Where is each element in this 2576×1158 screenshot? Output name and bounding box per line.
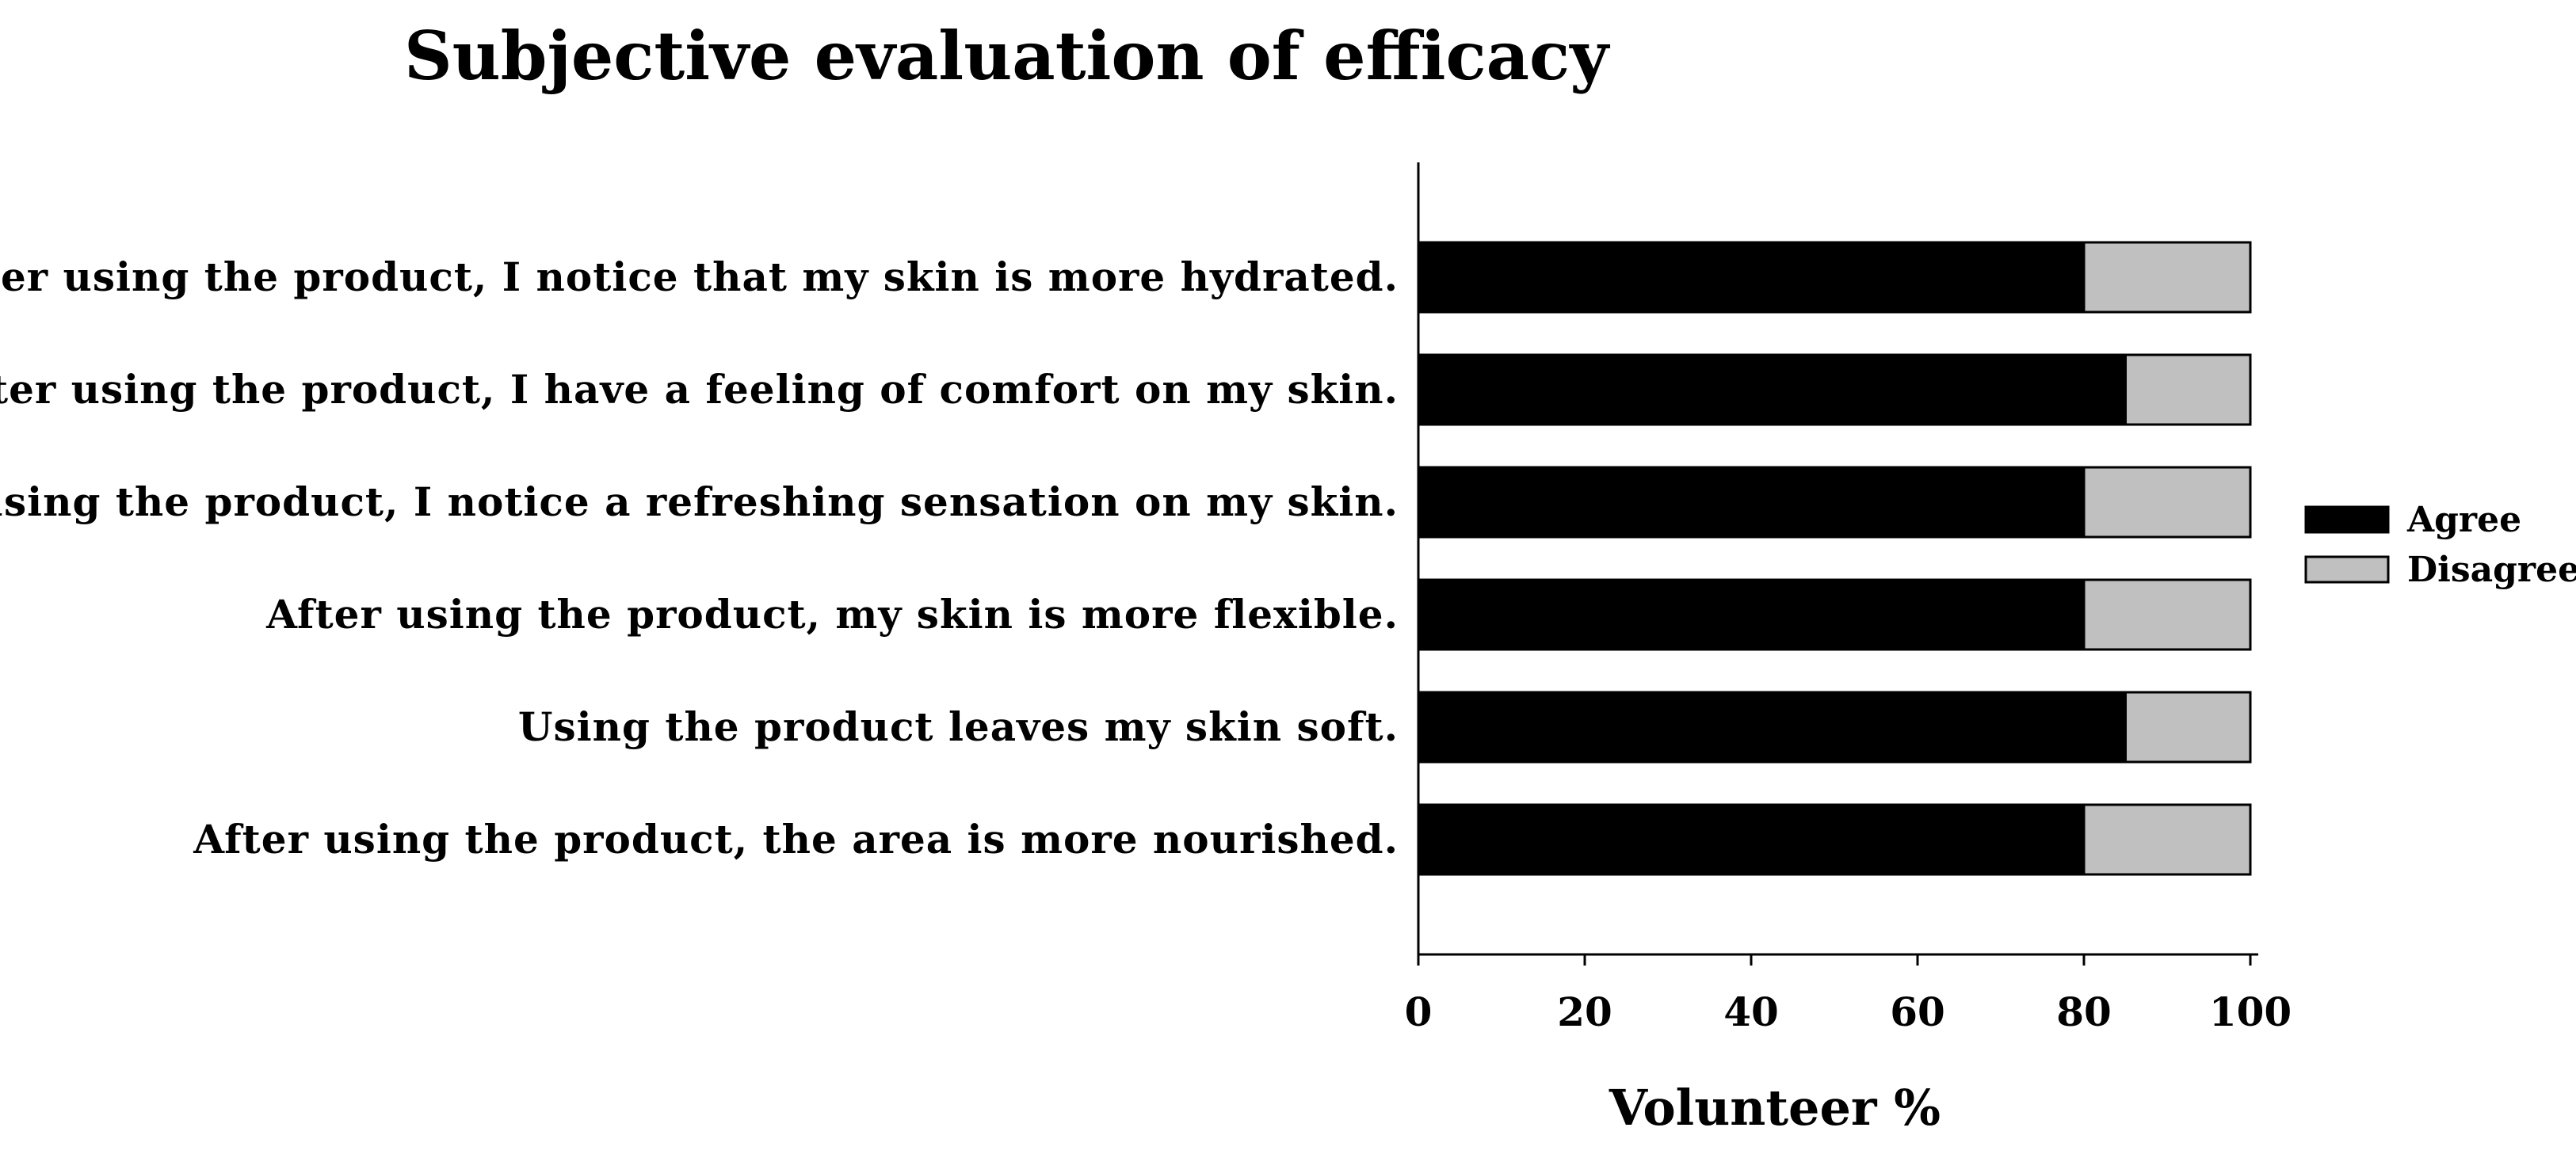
x-tick-label: 0 bbox=[1405, 988, 1433, 1035]
category-label: After using the product, I notice that m… bbox=[0, 253, 1399, 300]
bar-agree-1 bbox=[1417, 353, 2127, 426]
chart-title: Subjective evaluation of efficacy bbox=[404, 17, 1610, 95]
category-labels: After using the product, I notice that m… bbox=[0, 253, 1399, 863]
bar-disagree-3 bbox=[2082, 578, 2252, 651]
bar-disagree-2 bbox=[2082, 466, 2252, 539]
category-label: After using the product, my skin is more… bbox=[265, 591, 1399, 638]
category-label: After using the product, the area is mor… bbox=[193, 816, 1399, 863]
x-tick-label: 100 bbox=[2209, 988, 2292, 1035]
legend-swatch-agree bbox=[2304, 505, 2390, 534]
bar-disagree-5 bbox=[2082, 803, 2252, 876]
category-label: After using the product, I notice a refr… bbox=[0, 478, 1399, 525]
x-axis-title: Volunteer % bbox=[1609, 1079, 1941, 1137]
bar-agree-4 bbox=[1417, 691, 2127, 764]
x-tick-label: 20 bbox=[1557, 988, 1612, 1035]
bar-disagree-4 bbox=[2124, 691, 2252, 764]
bar-agree-0 bbox=[1417, 241, 2086, 314]
legend-swatch-disagree bbox=[2304, 555, 2390, 584]
category-label: After using the product, I have a feelin… bbox=[0, 366, 1399, 413]
bar-disagree-1 bbox=[2124, 353, 2252, 426]
category-label: Using the product leaves my skin soft. bbox=[518, 703, 1399, 750]
bar-agree-2 bbox=[1417, 466, 2086, 539]
legend: Agree Disagree bbox=[2304, 500, 2576, 590]
x-tick-label: 60 bbox=[1890, 988, 1945, 1035]
x-tick-label: 40 bbox=[1723, 988, 1779, 1035]
axes: 0 20 40 60 80 100 bbox=[1405, 162, 2292, 1035]
bar-disagree-0 bbox=[2082, 241, 2252, 314]
bar-agree-5 bbox=[1417, 803, 2086, 876]
x-tick-label: 80 bbox=[2056, 988, 2112, 1035]
bar-agree-3 bbox=[1417, 578, 2086, 651]
legend-label-agree: Agree bbox=[2406, 500, 2521, 540]
bars bbox=[1417, 241, 2252, 876]
legend-label-disagree: Disagree bbox=[2407, 550, 2576, 590]
